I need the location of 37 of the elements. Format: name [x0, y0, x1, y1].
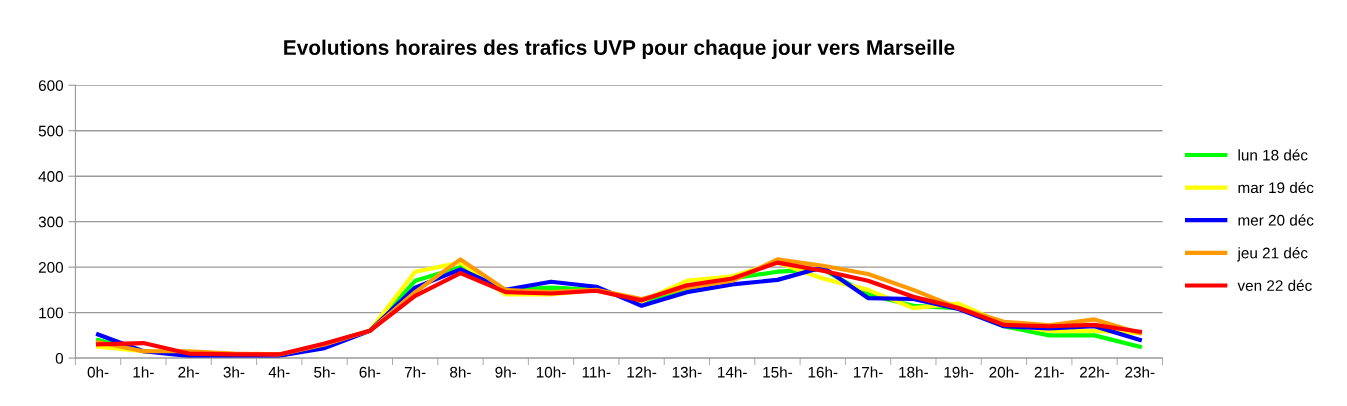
- y-tick-label: 100: [39, 307, 64, 319]
- x-tick-label: 21h-: [1034, 366, 1064, 378]
- x-tick-label: 9h-: [495, 366, 517, 378]
- x-tick-label: 23h-: [1125, 366, 1155, 378]
- x-tick-label: 11h-: [582, 366, 611, 378]
- x-tick-label: 13h-: [672, 366, 702, 378]
- y-tick-label: 500: [38, 125, 64, 137]
- x-tick-label: 14h-: [718, 366, 747, 378]
- chart-title: Evolutions horaires des trafics UVP pour chaque jour vers Marseille: [284, 39, 955, 60]
- x-tick-label: 15h-: [763, 366, 793, 378]
- y-tick-label: 600: [38, 80, 64, 91]
- x-tick-label: 3h-: [223, 366, 245, 378]
- x-tick-label: 4h-: [268, 366, 290, 378]
- x-tick-label: 19h-: [944, 366, 974, 378]
- x-tick-label: 5h-: [314, 366, 335, 378]
- x-tick-label: 10h-: [536, 366, 566, 378]
- x-tick-label: 16h-: [808, 366, 838, 378]
- legend-label: mer 20 déc: [1238, 214, 1314, 226]
- x-tick-label: 12h-: [627, 366, 657, 378]
- y-tick-label: 200: [38, 262, 64, 273]
- x-tick-label: 18h-: [899, 366, 928, 378]
- x-tick-label: 6h-: [359, 366, 381, 378]
- x-tick-label: 0h-: [87, 366, 109, 378]
- x-tick-label: 22h-: [1080, 366, 1110, 378]
- y-tick-label: 300: [38, 216, 64, 228]
- x-tick-label: 8h-: [450, 366, 471, 378]
- x-tick-label: 20h-: [989, 366, 1019, 378]
- legend-label: lun 18 déc: [1238, 149, 1308, 161]
- legend-label: jeu 21 déc: [1237, 247, 1308, 262]
- x-tick-label: 7h-: [404, 366, 426, 378]
- y-tick-label: 0: [55, 352, 64, 364]
- y-tick-label: 400: [38, 171, 64, 182]
- x-tick-label: 1h-: [133, 366, 154, 378]
- legend-label: mar 19 déc: [1238, 181, 1314, 194]
- x-tick-label: 2h-: [178, 366, 200, 378]
- legend-label: ven 22 déc: [1237, 279, 1312, 292]
- x-tick-label: 17h-: [853, 366, 883, 378]
